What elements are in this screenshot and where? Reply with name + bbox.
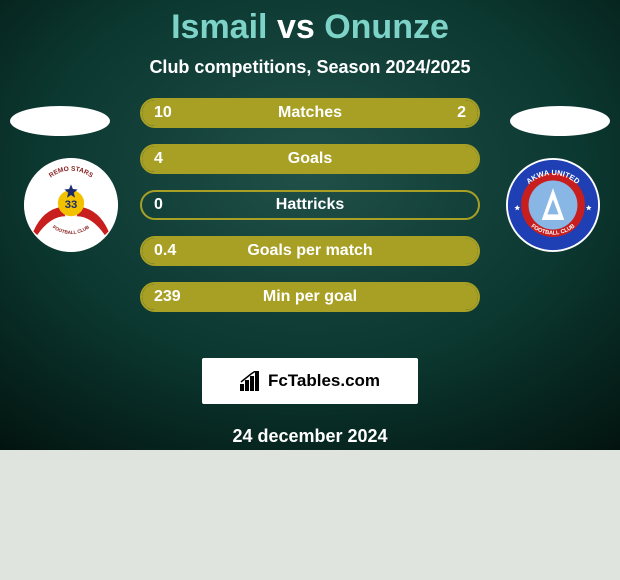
stat-left-value: 0.4 (154, 242, 176, 260)
title-right-player: Onunze (324, 8, 449, 46)
stat-label: Hattricks (276, 196, 344, 214)
stat-fill-left (142, 100, 411, 126)
stat-right-value: 2 (457, 104, 466, 122)
stat-label: Matches (278, 104, 342, 122)
date-text: 24 december 2024 (0, 426, 620, 447)
akwa-united-logo-icon: AKWA UNITED FOOTBALL CLUB (506, 158, 600, 252)
stat-row: 0 Hattricks (140, 190, 480, 220)
svg-text:33: 33 (65, 199, 78, 211)
page-title: Ismail vs Onunze (0, 8, 620, 47)
stat-left-value: 4 (154, 150, 163, 168)
stat-rows-container: 10 2 Matches 4 Goals 0 Hattricks 0.4 Goals per m… (140, 98, 480, 328)
stat-label: Goals (288, 150, 332, 168)
left-club-badge: REMO STARS FOOTBALL CLUB 33 (24, 158, 118, 252)
stat-row: 0.4 Goals per match (140, 236, 480, 266)
stat-left-value: 239 (154, 288, 181, 306)
title-separator: vs (277, 8, 315, 46)
left-player-avatar-placeholder (10, 106, 110, 136)
stat-row: 10 2 Matches (140, 98, 480, 128)
stat-label: Min per goal (263, 288, 357, 306)
right-player-avatar-placeholder (510, 106, 610, 136)
fctables-brand: FcTables.com (202, 358, 418, 404)
bar-chart-icon (240, 371, 262, 391)
stat-label: Goals per match (247, 242, 372, 260)
remo-stars-logo-icon: REMO STARS FOOTBALL CLUB 33 (24, 158, 118, 252)
right-club-badge: AKWA UNITED FOOTBALL CLUB (506, 158, 600, 252)
stat-row: 4 Goals (140, 144, 480, 174)
comparison-area: REMO STARS FOOTBALL CLUB 33 AKWA UNITED … (0, 106, 620, 346)
stat-left-value: 0 (154, 196, 163, 214)
stat-fill-right (411, 100, 478, 126)
title-left-player: Ismail (171, 8, 267, 46)
stat-row: 239 Min per goal (140, 282, 480, 312)
stat-left-value: 10 (154, 104, 172, 122)
brand-text: FcTables.com (268, 371, 380, 391)
subtitle: Club competitions, Season 2024/2025 (0, 57, 620, 78)
